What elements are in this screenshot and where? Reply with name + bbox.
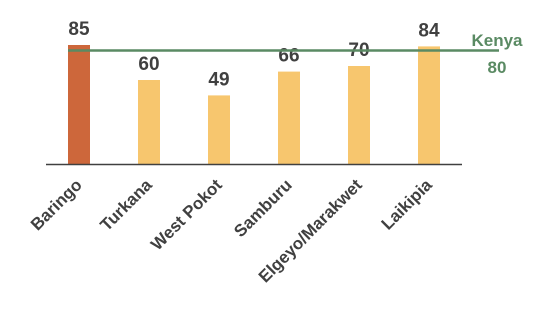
value-label: 66 — [278, 46, 299, 67]
value-label: 84 — [418, 20, 440, 41]
bar-laikipia — [418, 46, 440, 164]
category-label: Turkana — [97, 175, 157, 235]
bars-group — [68, 45, 440, 164]
reference-line-label: Kenya — [471, 31, 523, 50]
bar-west-pokot — [208, 95, 230, 164]
reference-line-value: 80 — [488, 58, 507, 77]
bar-turkana — [138, 80, 160, 164]
value-label: 85 — [68, 19, 90, 40]
bar-elgeyo-marakwet — [348, 66, 370, 164]
category-label: Laikipia — [378, 175, 437, 234]
category-label: West Pokot — [147, 175, 226, 254]
value-label: 60 — [138, 54, 159, 75]
bar-samburu — [278, 71, 300, 164]
bar-baringo — [68, 45, 90, 164]
category-label: Baringo — [27, 175, 86, 234]
value-label: 49 — [208, 69, 229, 90]
category-label: Samburu — [230, 175, 296, 241]
